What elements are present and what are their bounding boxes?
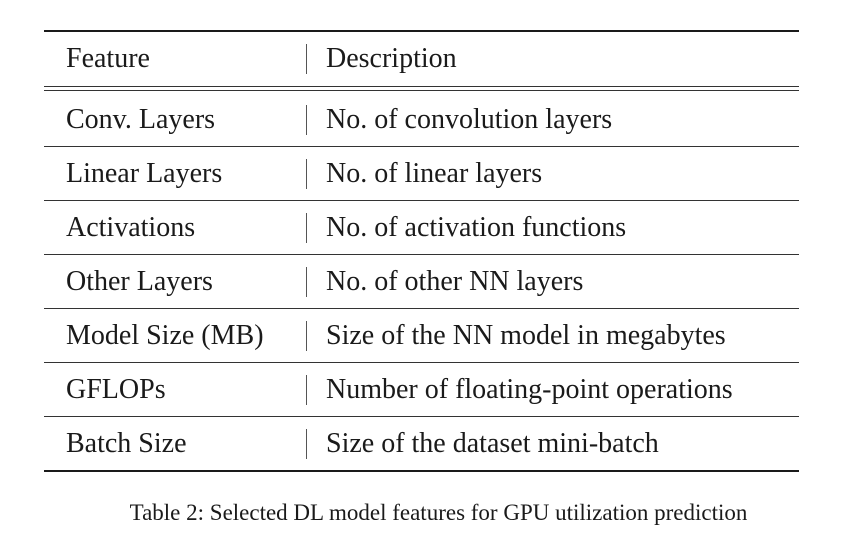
- row-rule: [44, 146, 799, 147]
- header-feature: Feature: [66, 43, 150, 74]
- table-bottom-rule: [44, 470, 799, 472]
- column-separator: [306, 105, 307, 135]
- row-feature: Batch Size: [66, 428, 187, 459]
- row-rule: [44, 362, 799, 363]
- row-description: No. of linear layers: [326, 158, 543, 189]
- row-description: No. of activation functions: [326, 212, 627, 243]
- row-feature: Conv. Layers: [66, 104, 216, 135]
- column-separator: [306, 44, 307, 74]
- column-separator: [306, 429, 307, 459]
- header-double-rule-upper: [44, 86, 799, 87]
- table-header-row: Feature Description: [44, 32, 799, 85]
- table-row: Linear Layers No. of linear layers: [44, 147, 799, 200]
- column-separator: [306, 321, 307, 351]
- row-feature: Linear Layers: [66, 158, 223, 189]
- table-row: Other Layers No. of other NN layers: [44, 255, 799, 308]
- row-description: No. of other NN layers: [326, 266, 584, 297]
- row-rule: [44, 200, 799, 201]
- header-description: Description: [326, 43, 457, 74]
- table-top-rule: [44, 30, 799, 32]
- row-description: Number of floating-point operations: [326, 374, 733, 405]
- row-feature: GFLOPs: [66, 374, 166, 405]
- table-row: Activations No. of activation functions: [44, 201, 799, 254]
- column-separator: [306, 159, 307, 189]
- header-double-rule-lower: [44, 90, 799, 91]
- table-row: Batch Size Size of the dataset mini-batc…: [44, 417, 799, 470]
- row-feature: Activations: [66, 212, 196, 243]
- row-description: Size of the dataset mini-batch: [326, 428, 659, 459]
- table-caption: Table 2: Selected DL model features for …: [129, 500, 748, 525]
- row-feature: Other Layers: [66, 266, 213, 297]
- table-row: Model Size (MB) Size of the NN model in …: [44, 309, 799, 362]
- row-description: No. of convolution layers: [326, 104, 613, 135]
- row-rule: [44, 308, 799, 309]
- row-rule: [44, 416, 799, 417]
- row-rule: [44, 254, 799, 255]
- row-description: Size of the NN model in megabytes: [326, 320, 726, 351]
- column-separator: [306, 267, 307, 297]
- table-row: Conv. Layers No. of convolution layers: [44, 93, 799, 146]
- column-separator: [306, 213, 307, 243]
- column-separator: [306, 375, 307, 405]
- row-feature: Model Size (MB): [66, 320, 264, 351]
- table-row: GFLOPs Number of floating-point operatio…: [44, 363, 799, 416]
